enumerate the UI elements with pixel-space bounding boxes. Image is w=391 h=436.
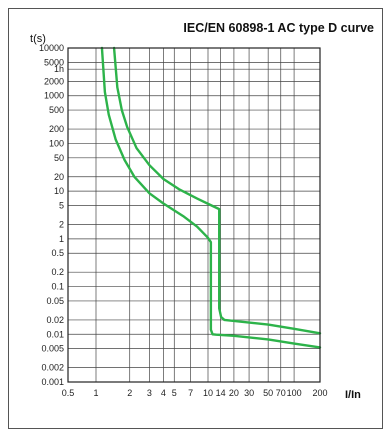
y-tick-label: 100	[49, 138, 64, 148]
y-tick-label: 0.005	[41, 344, 64, 354]
x-tick-label: 4	[161, 388, 166, 398]
x-tick-label: 30	[244, 388, 254, 398]
y-tick-label: 0.2	[51, 267, 64, 277]
x-tick-labels: 0.5 1 2 3 4 5 7 10 14 20 30 50 70 100 200	[62, 388, 328, 398]
y-tick-label: 1h	[54, 64, 64, 74]
y-tick-label: 2000	[44, 76, 64, 86]
y-tick-label: 10000	[39, 43, 64, 53]
x-tick-label: 7	[188, 388, 193, 398]
x-tick-label: 0.5	[62, 388, 75, 398]
y-tick-label: 5000	[44, 57, 64, 67]
x-tick-label: 5	[172, 388, 177, 398]
plot-area-border	[67, 47, 321, 383]
y-tick-label: 500	[49, 105, 64, 115]
y-tick-label: 0.01	[46, 329, 64, 339]
y-tick-label: 5	[59, 201, 64, 211]
x-tick-label: 1	[93, 388, 98, 398]
x-tick-label: 200	[312, 388, 327, 398]
y-tick-label: 20	[54, 172, 64, 182]
x-tick-label: 2	[127, 388, 132, 398]
y-tick-label: 50	[54, 153, 64, 163]
y-tick-label: 2	[59, 219, 64, 229]
x-tick-label: 14	[216, 388, 226, 398]
x-axis-label: I/In	[345, 389, 361, 401]
series-curves	[100, 46, 322, 349]
y-axis-label: t(s)	[30, 33, 46, 45]
tripping-curve	[112, 46, 322, 335]
x-tick-label: 20	[229, 388, 239, 398]
y-tick-label: 0.05	[46, 296, 64, 306]
y-tick-label: 0.1	[51, 282, 64, 292]
y-tick-label: 200	[49, 124, 64, 134]
x-tick-label: 50	[263, 388, 273, 398]
y-tick-label: 10	[54, 186, 64, 196]
y-tick-label: 0.002	[41, 363, 64, 373]
tripping-curve	[100, 46, 322, 349]
x-tick-label: 70	[276, 388, 286, 398]
x-tick-label: 3	[147, 388, 152, 398]
y-tick-label: 1	[59, 234, 64, 244]
y-tick-label: 1000	[44, 91, 64, 101]
y-tick-label: 0.02	[46, 315, 64, 325]
x-tick-label: 10	[203, 388, 213, 398]
y-tick-label: 0.001	[41, 377, 64, 387]
chart-title: IEC/EN 60898-1 AC type D curve	[183, 21, 374, 35]
y-tick-label: 0.5	[51, 248, 64, 258]
x-tick-label: 100	[287, 388, 302, 398]
chart-frame	[8, 8, 383, 429]
